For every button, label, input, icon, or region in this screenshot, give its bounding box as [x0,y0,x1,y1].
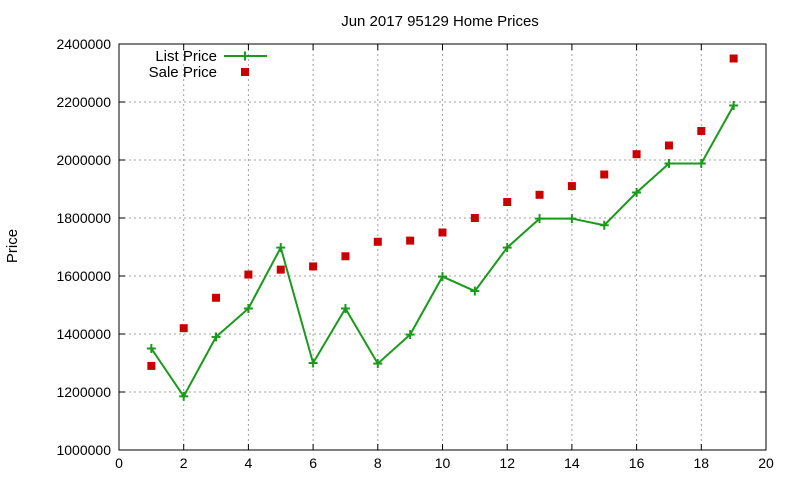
axis-ticks: 0 2 4 6 8 10 12 14 16 18 20 1000000 1200000 1400000 16… [56,36,774,471]
chart-title: Jun 2017 95129 Home Prices [341,13,539,30]
sale-price-point [406,236,415,245]
list-price-point [438,272,447,282]
x-tick-label: 10 [435,455,451,471]
sale-price-point [503,198,512,207]
y-tick-label: 2000000 [56,152,111,168]
legend-cross [240,51,250,61]
list-price-point [535,214,545,224]
list-price-point [664,158,674,168]
y-axis-label: Price [4,229,21,263]
x-tick-label: 20 [758,455,774,471]
x-tick-label: 4 [245,455,253,471]
list-price-point [308,358,318,368]
sale-price-point [373,237,382,246]
sale-price-point [697,127,706,135]
grid-lines [119,44,766,450]
plot-frame [118,43,767,451]
legend-symbol-sale-price [241,68,249,76]
y-tick-label: 1800000 [56,210,111,226]
x-tick-label: 8 [374,455,382,471]
x-tick-label: 0 [115,455,123,471]
legend-square [241,68,249,76]
x-tick-label: 18 [694,455,710,471]
y-tick-label: 2200000 [56,94,111,110]
list-price-point [146,344,156,353]
sale-price-point [470,214,479,222]
list-price-point [340,303,350,313]
sale-price-point [535,190,544,199]
y-tick-label: 1000000 [56,442,111,458]
legend-label-sale-price: Sale Price [149,64,217,81]
sale-price-point [438,228,447,237]
list-price-point [276,243,286,253]
list-price-point [179,391,189,401]
list-price-point [632,187,642,197]
sale-price-point [567,182,576,191]
x-tick-label: 12 [499,455,515,471]
list-price-point [373,359,383,369]
sale-price-point [147,361,156,370]
list-price-point [729,100,739,110]
x-tick-label: 6 [309,455,317,471]
y-tick-label: 2400000 [56,36,111,52]
list-price-point [405,330,415,340]
sale-price-point [341,252,350,261]
list-price-point [211,332,221,342]
legend: List Price Sale Price [149,48,267,81]
sale-price-point [212,293,221,302]
x-tick-label: 2 [180,455,188,471]
sale-price-point [276,265,285,274]
sale-price-point [244,270,253,279]
list-price-point [567,214,577,224]
legend-symbol-list-price [224,51,267,61]
list-price-point [599,220,609,230]
sale-price-point [664,141,673,150]
y-tick-label: 1200000 [56,384,111,400]
sale-price-point [600,170,609,179]
y-tick-label: 1600000 [56,268,111,284]
legend-label-list-price: List Price [155,48,217,65]
series-layer [146,54,739,401]
sale-price-point [179,324,188,333]
x-tick-label: 14 [564,455,580,471]
sale-price-point [309,262,318,271]
sale-price-point [729,54,738,63]
sale-price-point [632,150,641,159]
list-price-point [243,303,253,313]
list-price-point [502,243,512,253]
list-price-point [696,158,706,168]
x-tick-label: 16 [629,455,645,471]
list-price-point [470,286,480,296]
y-tick-label: 1400000 [56,326,111,342]
